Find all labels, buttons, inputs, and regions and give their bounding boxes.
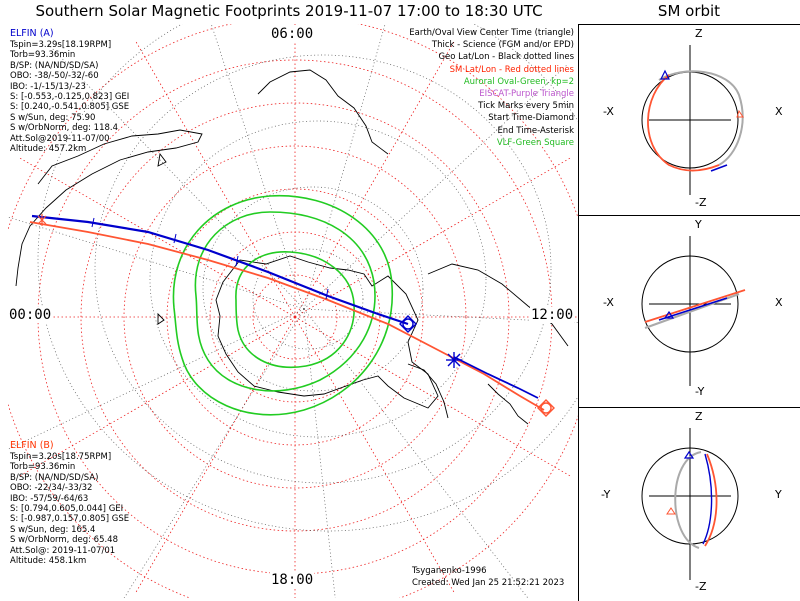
elfin-b-line-10: Altitude: 458.1km bbox=[10, 556, 87, 567]
orbit-xz-svg bbox=[641, 45, 744, 195]
footprint-map-svg bbox=[8, 24, 578, 598]
auroral-oval bbox=[172, 194, 394, 416]
legend-item-6: Tick Marks every 5min bbox=[478, 101, 574, 112]
elfin-a-line-8: S w/OrbNorm, deg: 118.4 bbox=[10, 123, 119, 134]
legend-item-5: EISCAT-Purple Triangle bbox=[479, 89, 574, 100]
elfin-a-name: ELFIN (A) bbox=[10, 28, 54, 39]
elfin-a-trace-end bbox=[453, 356, 539, 399]
elfin-a-line-1: Torb=93.36min bbox=[10, 50, 76, 61]
start-diamond-a bbox=[399, 315, 417, 333]
orbit-yz-top: Z bbox=[695, 410, 703, 423]
mlt-label-bottom: 18:00 bbox=[270, 572, 315, 588]
elfin-b-line-9: Att.Sol@: 2019-11-07/01 bbox=[10, 545, 116, 556]
orbit-xz-bottom: -Z bbox=[695, 196, 707, 209]
legend-item-3: SM Lat/Lon - Red dotted lines bbox=[449, 64, 574, 75]
sm-orbit-title: SM orbit bbox=[657, 2, 721, 20]
legend-item-9: VLF-Green Square bbox=[496, 137, 574, 148]
plot-title: Southern Solar Magnetic Footprints 2019-… bbox=[35, 2, 543, 20]
elfin-a-info: ELFIN (A) Tspin=3.29s[18.19RPM] Torb=93.… bbox=[10, 28, 129, 154]
elfin-a-line-6: S: [0.240,-0.541,0.805] GSE bbox=[10, 102, 130, 113]
mlt-label-top: 06:00 bbox=[270, 26, 315, 42]
orbit-panel-yz: Z -Z -Y Y bbox=[578, 407, 800, 601]
end-asterisk-a bbox=[446, 352, 462, 368]
elfin-a-line-2: B/SP: (NA/ND/SD/SA) bbox=[10, 60, 99, 71]
elfin-a-line-7: S w/Sun, deg: 75.90 bbox=[10, 112, 96, 123]
legend-item-0: Earth/Oval View Center Time (triangle) bbox=[409, 28, 574, 38]
legend: Earth/Oval View Center Time (triangle) T… bbox=[409, 27, 574, 149]
orbit-yz-bottom: -Z bbox=[695, 580, 707, 593]
elfin-b-name: ELFIN (B) bbox=[10, 440, 54, 451]
legend-item-1: Thick - Science (FGM and/or EPD) bbox=[431, 40, 574, 51]
coastlines bbox=[15, 69, 569, 425]
elfin-a-line-5: S: [-0.553,-0.125,0.823] GEI bbox=[10, 92, 130, 103]
orbit-xy-svg bbox=[641, 236, 746, 386]
orbit-xy-left: -X bbox=[603, 296, 614, 309]
orbit-panel-xz: Z -Z -X X bbox=[578, 24, 800, 216]
orbit-xz-left: -X bbox=[603, 105, 614, 118]
elfin-b-line-7: S w/Sun, deg: 165.4 bbox=[10, 524, 96, 535]
footprint-map: 06:00 00:00 12:00 18:00 bbox=[8, 24, 579, 598]
created-label: Created: Wed Jan 25 21:52:21 2023 bbox=[412, 578, 565, 588]
elfin-b-line-5: S: [0.794,0.605,0.044] GEI bbox=[10, 504, 124, 515]
elfin-a-line-10: Altitude: 457.2km bbox=[10, 144, 87, 155]
geo-longitude-lines bbox=[8, 24, 578, 598]
orbit-yz-svg bbox=[641, 428, 739, 580]
elfin-a-trace bbox=[31, 214, 409, 326]
model-label: Tsyganenko-1996 bbox=[412, 566, 487, 576]
start-diamond-b bbox=[537, 399, 555, 417]
elfin-b-line-1: Torb=93.36min bbox=[10, 462, 76, 473]
mlt-label-left: 00:00 bbox=[8, 307, 53, 323]
legend-item-4: Auroral Oval-Green, kp=2 bbox=[463, 76, 574, 87]
end-asterisk-b bbox=[37, 214, 47, 226]
elfin-b-line-4: IBO: -57/59/-64/63 bbox=[10, 493, 89, 504]
elfin-a-line-0: Tspin=3.29s[18.19RPM] bbox=[10, 40, 112, 50]
mlt-label-right: 12:00 bbox=[530, 307, 575, 323]
legend-item-2: Geo Lat/Lon - Black dotted lines bbox=[438, 52, 574, 63]
tick-marks bbox=[91, 217, 329, 300]
elfin-b-trace bbox=[29, 221, 545, 411]
legend-item-8: End Time-Asterisk bbox=[497, 125, 574, 136]
elfin-b-line-6: S: [-0.987,0.157,0.805] GSE bbox=[10, 514, 130, 525]
elfin-a-line-3: OBO: -38/-50/-32/-60 bbox=[10, 71, 99, 82]
elfin-b-line-3: OBO: -22/34/-33/32 bbox=[10, 483, 93, 494]
elfin-b-line-0: Tspin=3.20s[18.75RPM] bbox=[10, 452, 112, 462]
elfin-a-line-4: IBO: -1/-15/13/-23 bbox=[10, 81, 86, 92]
orbit-xy-bottom: -Y bbox=[695, 385, 705, 398]
elfin-b-line-8: S w/OrbNorm, deg: 65.48 bbox=[10, 535, 119, 546]
orbit-yz-left: -Y bbox=[601, 488, 611, 501]
orbit-xy-top: Y bbox=[695, 218, 702, 231]
elfin-a-line-9: Att.Sol@2019-11-07/00 bbox=[10, 133, 110, 144]
elfin-b-line-2: B/SP: (NA/ND/SD/SA) bbox=[10, 472, 99, 483]
orbit-xy-right: X bbox=[775, 296, 783, 309]
orbit-yz-right: Y bbox=[775, 488, 782, 501]
elfin-b-info: ELFIN (B) Tspin=3.20s[18.75RPM] Torb=93.… bbox=[10, 440, 129, 566]
legend-item-7: Start Time-Diamond bbox=[488, 113, 574, 124]
orbit-xz-right: X bbox=[775, 105, 783, 118]
orbit-xz-top: Z bbox=[695, 27, 703, 40]
orbit-panel-xy: Y -Y -X X bbox=[578, 215, 800, 408]
